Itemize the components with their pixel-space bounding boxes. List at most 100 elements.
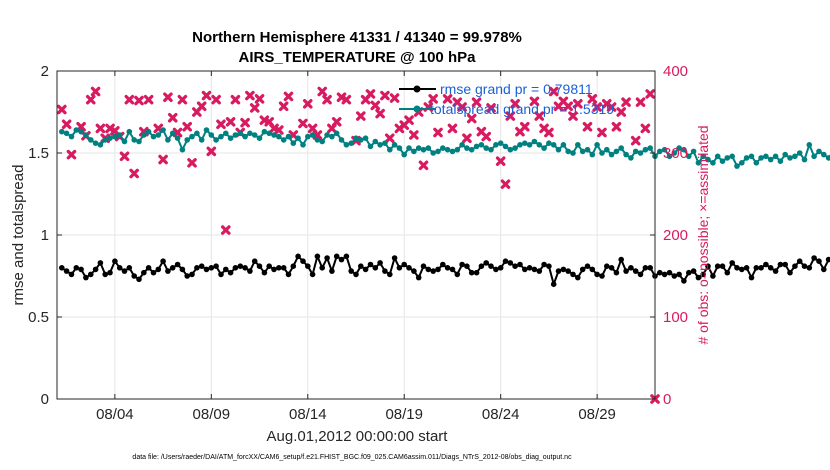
rmse-point xyxy=(695,274,702,281)
totalspread-point xyxy=(415,145,422,151)
rmse-point xyxy=(661,271,668,278)
rmse-point xyxy=(261,269,268,276)
rmse-point xyxy=(647,265,653,271)
obs-assimilated-point xyxy=(134,95,144,106)
legend-spread-marker xyxy=(413,105,421,113)
obs-assimilated-point xyxy=(582,121,593,132)
obs-assimilated-point xyxy=(278,101,289,112)
totalspread-point xyxy=(227,135,234,141)
rmse-point xyxy=(478,263,485,270)
obs-assimilated-point xyxy=(471,97,482,107)
totalspread-point xyxy=(107,135,113,141)
rmse-point xyxy=(579,266,586,273)
obs-assimilated-point xyxy=(495,156,506,166)
rmse-point xyxy=(63,268,70,274)
rmse-point xyxy=(309,271,316,278)
obs-assimilated-point xyxy=(384,133,395,144)
y-left-tick-label: 0 xyxy=(41,391,49,408)
totalspread-point xyxy=(623,151,629,158)
rmse-point xyxy=(729,260,735,266)
x-tick-label: 08/09 xyxy=(193,406,231,423)
obs-assimilated-point xyxy=(510,99,520,109)
rmse-point xyxy=(116,265,123,271)
obs-assimilated-point xyxy=(158,154,168,165)
rmse-point xyxy=(623,268,629,274)
totalspread-point xyxy=(449,148,456,155)
totalspread-point xyxy=(242,133,248,140)
rmse-point xyxy=(83,274,89,281)
rmse-point xyxy=(459,261,465,268)
rmse-point xyxy=(377,260,383,266)
totalspread-point xyxy=(758,155,764,161)
obs-assimilated-point xyxy=(462,133,472,144)
totalspread-point xyxy=(478,142,485,148)
y-left-axis-ticks: 0 0.5 1 1.5 2 xyxy=(28,63,62,408)
obs-assimilated-point xyxy=(187,158,197,168)
obs-assimilated-point xyxy=(201,90,212,101)
totalspread-point xyxy=(526,142,533,148)
rmse-point xyxy=(112,258,118,265)
obs-assimilated-point xyxy=(322,94,332,105)
totalspread-point xyxy=(295,135,301,141)
obs-assimilated-point xyxy=(486,103,496,113)
obs-assimilated-point xyxy=(211,94,221,105)
totalspread-point xyxy=(203,127,210,133)
rmse-point xyxy=(444,265,451,271)
rmse-point xyxy=(218,271,224,278)
rmse-point xyxy=(642,265,649,271)
rmse-point xyxy=(676,271,682,278)
rmse-point xyxy=(73,265,80,271)
totalspread-point xyxy=(690,148,697,155)
y-right-tick-label: 400 xyxy=(663,63,688,80)
totalspread-point xyxy=(468,146,475,153)
totalspread-point xyxy=(440,145,446,151)
rmse-point xyxy=(358,263,364,270)
rmse-point xyxy=(425,266,432,273)
obs-assimilated-point xyxy=(283,91,294,102)
rmse-point xyxy=(406,265,412,271)
rmse-point xyxy=(411,268,417,274)
totalspread-point xyxy=(179,146,186,153)
rmse-point xyxy=(512,263,518,270)
rmse-point xyxy=(324,255,330,261)
rmse-point xyxy=(333,253,340,260)
totalspread-point xyxy=(319,138,326,145)
rmse-point xyxy=(763,261,769,268)
obs-assimilated-point xyxy=(206,146,217,157)
totalspread-point xyxy=(806,142,813,148)
rmse-point xyxy=(305,263,311,270)
rmse-point xyxy=(285,271,292,278)
obs-assimilated-point xyxy=(341,94,352,105)
rmse-series xyxy=(59,253,830,288)
totalspread-point xyxy=(63,130,70,137)
rmse-point xyxy=(372,265,379,271)
totalspread-point xyxy=(435,148,441,155)
x-tick-label: 08/14 xyxy=(289,406,327,423)
rmse-point xyxy=(816,258,822,265)
rmse-point xyxy=(454,271,461,278)
x-tick-label: 08/19 xyxy=(385,406,423,423)
totalspread-point xyxy=(208,132,215,138)
totalspread-point xyxy=(276,133,282,140)
rmse-point xyxy=(213,263,219,270)
rmse-point xyxy=(589,266,596,273)
rmse-point xyxy=(526,265,533,271)
totalspread-point xyxy=(271,132,277,138)
obs-assimilated-point xyxy=(519,121,530,132)
totalspread-point xyxy=(353,135,359,141)
obs-assimilated-point xyxy=(331,117,342,127)
rmse-point xyxy=(502,258,509,265)
totalspread-point xyxy=(247,130,253,137)
obs-assimilated-point xyxy=(409,130,419,140)
totalspread-point xyxy=(78,128,84,135)
totalspread-point xyxy=(676,145,682,151)
obs-assimilated-point xyxy=(606,102,617,112)
totalspread-point xyxy=(232,132,239,138)
totalspread-point xyxy=(198,137,205,143)
totalspread-point xyxy=(618,145,624,151)
rmse-point xyxy=(179,266,186,273)
rmse-point xyxy=(468,269,475,276)
rmse-point xyxy=(420,263,427,270)
obs-assimilated-point xyxy=(225,117,236,127)
